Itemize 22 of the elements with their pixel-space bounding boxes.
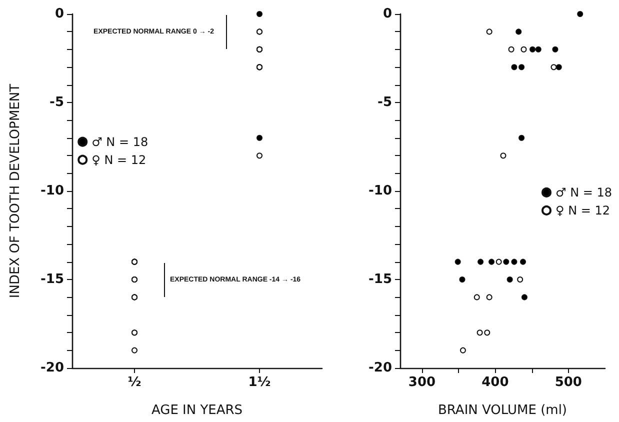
x-tick-label: ½ [128,375,142,390]
x-tick-label: 1½ [248,375,271,390]
y-axis-title: INDEX OF TOOTH DEVELOPMENT [8,84,23,298]
y-tick-label: -20 [40,360,64,376]
y-tick-label: 0 [382,6,392,22]
legend-label: ♂ N = 18 [556,185,612,200]
legend-label: ♀ N = 12 [556,203,610,218]
legend-label: ♂ N = 18 [92,134,148,149]
y-tick-label: -5 [378,95,392,110]
legend-label: ♀ N = 12 [92,152,146,167]
y-tick-label: -10 [368,184,392,198]
y-tick-label: 0 [54,6,64,22]
x-tick-label: 400 [482,375,509,390]
y-tick-label: -15 [368,272,392,287]
x-axis-title: BRAIN VOLUME (ml) [438,403,567,418]
y-tick-label: -5 [50,95,64,110]
y-tick-label: -10 [40,184,64,198]
x-tick-label: 300 [408,375,436,390]
x-axis-title: AGE IN YEARS [151,403,243,418]
y-tick-label: -15 [40,272,64,287]
y-tick-label: -20 [368,360,392,376]
x-tick-label: 500 [554,375,582,390]
